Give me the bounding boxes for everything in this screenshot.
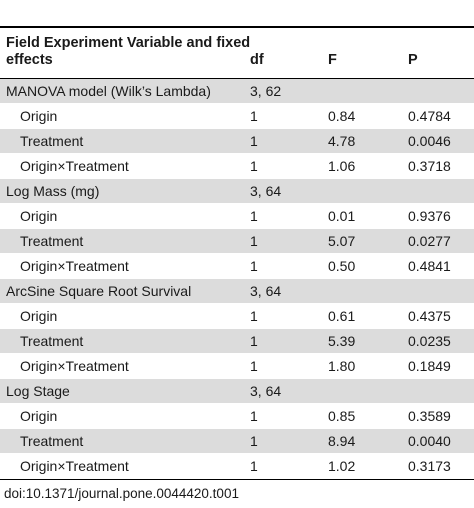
table-row: Origin 1 0.85 0.3589 <box>0 404 474 429</box>
row-p: 0.3718 <box>408 158 451 174</box>
row-df: 1 <box>250 258 258 274</box>
table-row: MANOVA model (Wilk’s Lambda) 3, 62 <box>0 79 474 104</box>
row-df: 1 <box>250 208 258 224</box>
row-f: 5.39 <box>328 333 356 349</box>
table-row: Origin 1 0.01 0.9376 <box>0 204 474 229</box>
row-f: 1.02 <box>328 458 356 474</box>
table-bottom-rule <box>0 479 474 480</box>
row-p: 0.4784 <box>408 108 451 124</box>
table-row: Log Stage 3, 64 <box>0 379 474 404</box>
table-row: Treatment 1 5.07 0.0277 <box>0 229 474 254</box>
row-f: 0.84 <box>328 108 356 124</box>
header-df: df <box>250 52 264 68</box>
table-row: Treatment 1 4.78 0.0046 <box>0 129 474 154</box>
row-df: 1 <box>250 333 258 349</box>
table-row: Log Mass (mg) 3, 64 <box>0 179 474 204</box>
row-variable: ArcSine Square Root Survival <box>6 283 192 299</box>
row-df: 3, 62 <box>250 83 282 99</box>
header-f: F <box>328 52 337 68</box>
row-variable: Origin <box>20 208 58 224</box>
table-row: Origin×Treatment 1 1.06 0.3718 <box>0 154 474 179</box>
row-df: 3, 64 <box>250 283 282 299</box>
doi-caption: doi:10.1371/journal.pone.0044420.t001 <box>4 486 239 501</box>
row-f: 8.94 <box>328 433 356 449</box>
row-variable: Log Stage <box>6 383 70 399</box>
row-variable: Origin <box>20 408 58 424</box>
row-f: 0.85 <box>328 408 356 424</box>
table-body: MANOVA model (Wilk’s Lambda) 3, 62 Origi… <box>0 79 474 479</box>
row-variable: Treatment <box>20 433 84 449</box>
row-df: 1 <box>250 408 258 424</box>
table-row: Treatment 1 8.94 0.0040 <box>0 429 474 454</box>
row-df: 1 <box>250 108 258 124</box>
row-df: 1 <box>250 233 258 249</box>
row-variable: Treatment <box>20 233 84 249</box>
row-f: 1.80 <box>328 358 356 374</box>
row-df: 1 <box>250 308 258 324</box>
row-p: 0.9376 <box>408 208 451 224</box>
row-variable: Origin×Treatment <box>20 458 129 474</box>
table-row: Origin 1 0.84 0.4784 <box>0 104 474 129</box>
table-row: ArcSine Square Root Survival 3, 64 <box>0 279 474 304</box>
row-variable: Log Mass (mg) <box>6 183 100 199</box>
table-row: Origin×Treatment 1 1.02 0.3173 <box>0 454 474 479</box>
row-df: 1 <box>250 458 258 474</box>
row-variable: Origin×Treatment <box>20 258 129 274</box>
row-p: 0.0046 <box>408 133 451 149</box>
row-f: 5.07 <box>328 233 356 249</box>
row-f: 0.61 <box>328 308 356 324</box>
table-header: Field Experiment Variable and fixed effe… <box>0 29 474 77</box>
row-f: 1.06 <box>328 158 356 174</box>
row-f: 0.50 <box>328 258 356 274</box>
table-top-rule <box>0 26 474 28</box>
row-f: 0.01 <box>328 208 356 224</box>
header-rule <box>0 78 474 79</box>
row-variable: Treatment <box>20 333 84 349</box>
row-df: 1 <box>250 433 258 449</box>
table-row: Treatment 1 5.39 0.0235 <box>0 329 474 354</box>
row-variable: Treatment <box>20 133 84 149</box>
row-f: 4.78 <box>328 133 356 149</box>
row-p: 0.4375 <box>408 308 451 324</box>
row-df: 3, 64 <box>250 383 282 399</box>
row-variable: MANOVA model (Wilk’s Lambda) <box>6 83 211 99</box>
row-p: 0.0040 <box>408 433 451 449</box>
row-df: 3, 64 <box>250 183 282 199</box>
row-p: 0.0277 <box>408 233 451 249</box>
row-variable: Origin <box>20 308 58 324</box>
table-row: Origin×Treatment 1 1.80 0.1849 <box>0 354 474 379</box>
header-variable: Field Experiment Variable and fixed effe… <box>6 35 251 68</box>
row-variable: Origin <box>20 108 58 124</box>
table-row: Origin×Treatment 1 0.50 0.4841 <box>0 254 474 279</box>
row-df: 1 <box>250 158 258 174</box>
header-p: P <box>408 52 418 68</box>
table-row: Origin 1 0.61 0.4375 <box>0 304 474 329</box>
row-variable: Origin×Treatment <box>20 358 129 374</box>
row-df: 1 <box>250 358 258 374</box>
row-p: 0.4841 <box>408 258 451 274</box>
row-p: 0.3173 <box>408 458 451 474</box>
row-p: 0.3589 <box>408 408 451 424</box>
row-df: 1 <box>250 133 258 149</box>
row-p: 0.1849 <box>408 358 451 374</box>
row-variable: Origin×Treatment <box>20 158 129 174</box>
row-p: 0.0235 <box>408 333 451 349</box>
